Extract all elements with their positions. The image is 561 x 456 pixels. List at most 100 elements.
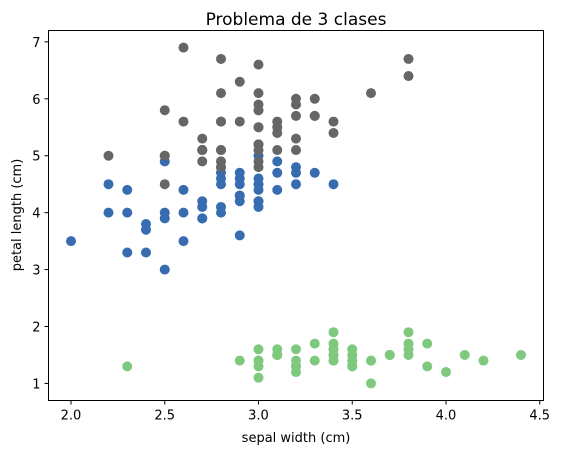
data-point-s2-6 (159, 179, 170, 190)
data-point-s2-31 (403, 71, 414, 82)
data-point-s2-43 (291, 99, 301, 110)
data-point-s0-8 (234, 355, 245, 366)
data-point-s0-45 (253, 355, 264, 366)
data-point-s1-7 (141, 247, 151, 258)
data-point-s2-17 (403, 53, 414, 64)
data-point-s2-26 (216, 162, 226, 173)
data-point-s2-22 (216, 53, 226, 64)
data-point-s0-47 (291, 355, 301, 366)
data-point-s2-33 (216, 145, 226, 156)
data-point-s2-20 (291, 110, 301, 121)
x-tick-label: 4.0 (436, 409, 457, 424)
data-point-s1-48 (159, 264, 170, 275)
data-point-s2-35 (253, 88, 264, 99)
data-point-s2-32 (216, 116, 226, 127)
data-point-s1-20 (291, 162, 301, 173)
x-axis-label: sepal width (cm) (242, 431, 351, 446)
data-point-s2-46 (159, 150, 170, 161)
data-point-s2-10 (291, 145, 301, 156)
data-point-s1-29 (178, 236, 189, 247)
data-point-s0-40 (347, 361, 358, 372)
data-point-s1-31 (141, 224, 151, 235)
data-point-s2-8 (159, 105, 170, 116)
data-point-s2-44 (309, 110, 320, 121)
data-point-s1-36 (272, 167, 283, 178)
y-axis-label: petal length (cm) (10, 159, 25, 272)
data-point-s0-44 (403, 327, 414, 338)
data-point-s2-36 (328, 116, 339, 127)
y-tick-label: 2 (32, 321, 40, 336)
data-point-s2-7 (234, 76, 245, 87)
x-axis: 2.0 2.5 3.0 3.5 4.0 4.5 (61, 400, 550, 424)
data-point-s0-34 (272, 349, 283, 360)
plot-frame (48, 30, 544, 401)
data-point-s1-32 (197, 213, 208, 224)
data-point-s1-14 (234, 230, 245, 241)
data-point-s1-10 (66, 236, 76, 247)
data-point-s1-5 (216, 179, 226, 190)
data-point-s1-35 (328, 179, 339, 190)
x-tick-label: 4.5 (529, 409, 550, 424)
y-tick-label: 6 (32, 93, 40, 108)
data-point-s1-45 (253, 196, 264, 207)
data-point-s1-12 (103, 207, 114, 218)
data-point-s1-2 (272, 156, 283, 167)
data-point-s1-3 (122, 207, 133, 218)
x-tick-label: 2.5 (154, 409, 175, 424)
data-point-s1-15 (272, 184, 283, 195)
data-point-s1-39 (159, 207, 170, 218)
data-point-s0-24 (328, 327, 339, 338)
data-point-s2-0 (309, 93, 320, 104)
y-tick-label: 3 (32, 264, 40, 279)
chart-title: Problema de 3 clases (206, 10, 387, 30)
data-point-s0-25 (253, 344, 264, 355)
data-point-s2-48 (328, 127, 339, 138)
y-tick-label: 4 (32, 207, 40, 222)
data-point-s0-29 (291, 344, 301, 355)
data-point-s1-6 (309, 167, 320, 178)
data-point-s0-49 (309, 355, 320, 366)
data-point-s0-48 (384, 349, 395, 360)
data-point-s2-9 (366, 88, 376, 99)
data-point-s0-22 (366, 378, 376, 389)
data-point-s2-29 (253, 105, 264, 116)
data-point-s0-46 (403, 344, 414, 355)
data-point-s1-13 (234, 167, 245, 178)
x-tick-label: 2.0 (61, 409, 82, 424)
data-point-s2-40 (272, 116, 283, 127)
data-point-s1-47 (234, 190, 245, 201)
data-point-s2-18 (178, 42, 189, 53)
data-point-s0-23 (309, 338, 320, 349)
data-point-s0-41 (122, 361, 133, 372)
data-point-s2-11 (197, 133, 208, 144)
data-point-s2-19 (103, 150, 114, 161)
data-point-s1-41 (253, 173, 264, 184)
data-point-s1-37 (122, 184, 133, 195)
data-points (66, 42, 526, 389)
data-point-s2-5 (253, 59, 264, 70)
x-tick-label: 3.0 (248, 409, 269, 424)
data-point-s2-23 (197, 156, 208, 167)
data-point-s1-28 (234, 179, 245, 190)
data-point-s0-15 (516, 349, 526, 360)
data-point-s0-37 (366, 355, 376, 366)
data-point-s1-43 (122, 247, 133, 258)
x-tick-label: 3.5 (342, 409, 363, 424)
data-point-s2-39 (272, 127, 283, 138)
data-point-s1-1 (291, 179, 301, 190)
data-point-s1-49 (216, 201, 226, 212)
data-point-s0-43 (347, 344, 358, 355)
data-point-s2-15 (291, 133, 301, 144)
data-point-s2-49 (253, 145, 264, 156)
data-point-s0-14 (441, 367, 451, 378)
data-point-s2-3 (234, 116, 245, 127)
data-point-s2-34 (178, 116, 189, 127)
data-point-s0-13 (253, 372, 264, 383)
data-point-s2-16 (253, 122, 264, 133)
data-point-s1-42 (178, 207, 189, 218)
data-point-s1-40 (178, 184, 189, 195)
data-point-s0-32 (459, 349, 470, 360)
data-point-s0-39 (328, 349, 339, 360)
y-tick-label: 5 (32, 150, 40, 165)
